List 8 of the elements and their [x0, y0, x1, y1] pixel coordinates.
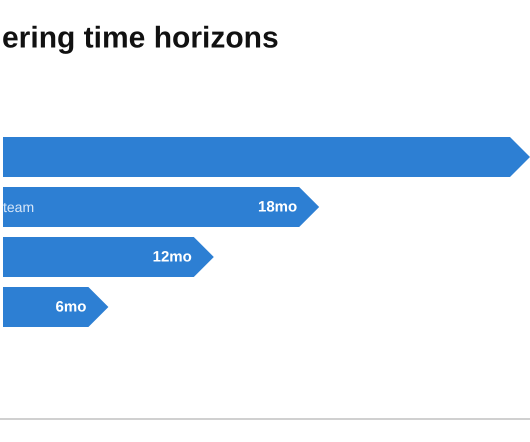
bar	[3, 237, 214, 277]
y-tick-label: team	[3, 199, 34, 215]
data-label: 18mo	[258, 198, 298, 216]
bar	[3, 137, 530, 177]
data-label: 12mo	[152, 248, 192, 266]
data-label: 6mo	[56, 298, 86, 316]
bar	[3, 187, 320, 227]
chart-title: ering time horizons	[2, 22, 279, 54]
